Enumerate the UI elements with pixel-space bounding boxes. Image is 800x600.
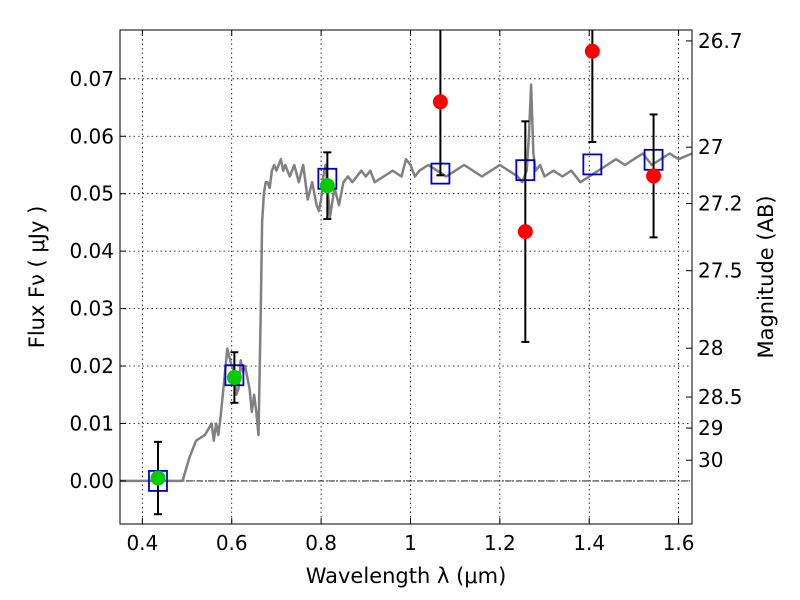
x-tick-label: 1.6 <box>663 531 695 555</box>
right-tick-label: 26.7 <box>698 29 743 53</box>
y-tick-label: 0.07 <box>69 67 114 91</box>
right-tick-label: 27 <box>698 135 723 159</box>
model-spectrum-line <box>120 83 693 483</box>
x-axis-label: Wavelength λ (μm) <box>306 564 507 588</box>
grid-layer <box>120 30 692 524</box>
x-tick-label: 1.4 <box>573 531 605 555</box>
y-tick-label: 0.00 <box>69 469 114 493</box>
plot-frame <box>119 29 693 525</box>
right-tick-label: 30 <box>698 448 723 472</box>
green-data-point <box>319 178 335 194</box>
ticks-layer: 0.4 0.6 0.8 1 1.2 1.4 1.6 0.00 0.01 0.02 0.03 0.04 0… <box>69 29 742 555</box>
right-tick-label: 27.5 <box>698 259 743 283</box>
x-tick-label: 1.2 <box>484 531 516 555</box>
x-tick-label: 0.4 <box>126 531 158 555</box>
x-tick-label: 0.6 <box>216 531 248 555</box>
model-layer <box>120 83 693 483</box>
points-layer <box>148 30 664 516</box>
x-tick-label: 0.8 <box>305 531 337 555</box>
x-tick-label: 1 <box>404 531 417 555</box>
red-data-point <box>646 168 662 184</box>
y-tick-label: 0.01 <box>69 411 114 435</box>
right-tick-label: 29 <box>698 416 723 440</box>
model-flux-square <box>582 153 603 176</box>
y-tick-label: 0.04 <box>69 239 114 263</box>
red-data-point <box>517 224 533 240</box>
y-tick-label: 0.02 <box>69 354 114 378</box>
y-tick-label: 0.03 <box>69 297 114 321</box>
right-tick-label: 28 <box>698 336 723 360</box>
right-tick-label: 27.2 <box>698 191 743 215</box>
red-data-point <box>584 43 600 59</box>
green-data-point <box>150 470 166 486</box>
red-data-point <box>432 94 448 110</box>
y-tick-label: 0.06 <box>69 124 114 148</box>
y-axis-label: Flux Fν ( μJy ) <box>25 206 49 349</box>
y-tick-label: 0.05 <box>69 182 114 206</box>
green-data-point <box>226 370 242 386</box>
right-tick-label: 28.5 <box>698 385 743 409</box>
right-axis-label: Magnitude (AB) <box>754 195 778 358</box>
